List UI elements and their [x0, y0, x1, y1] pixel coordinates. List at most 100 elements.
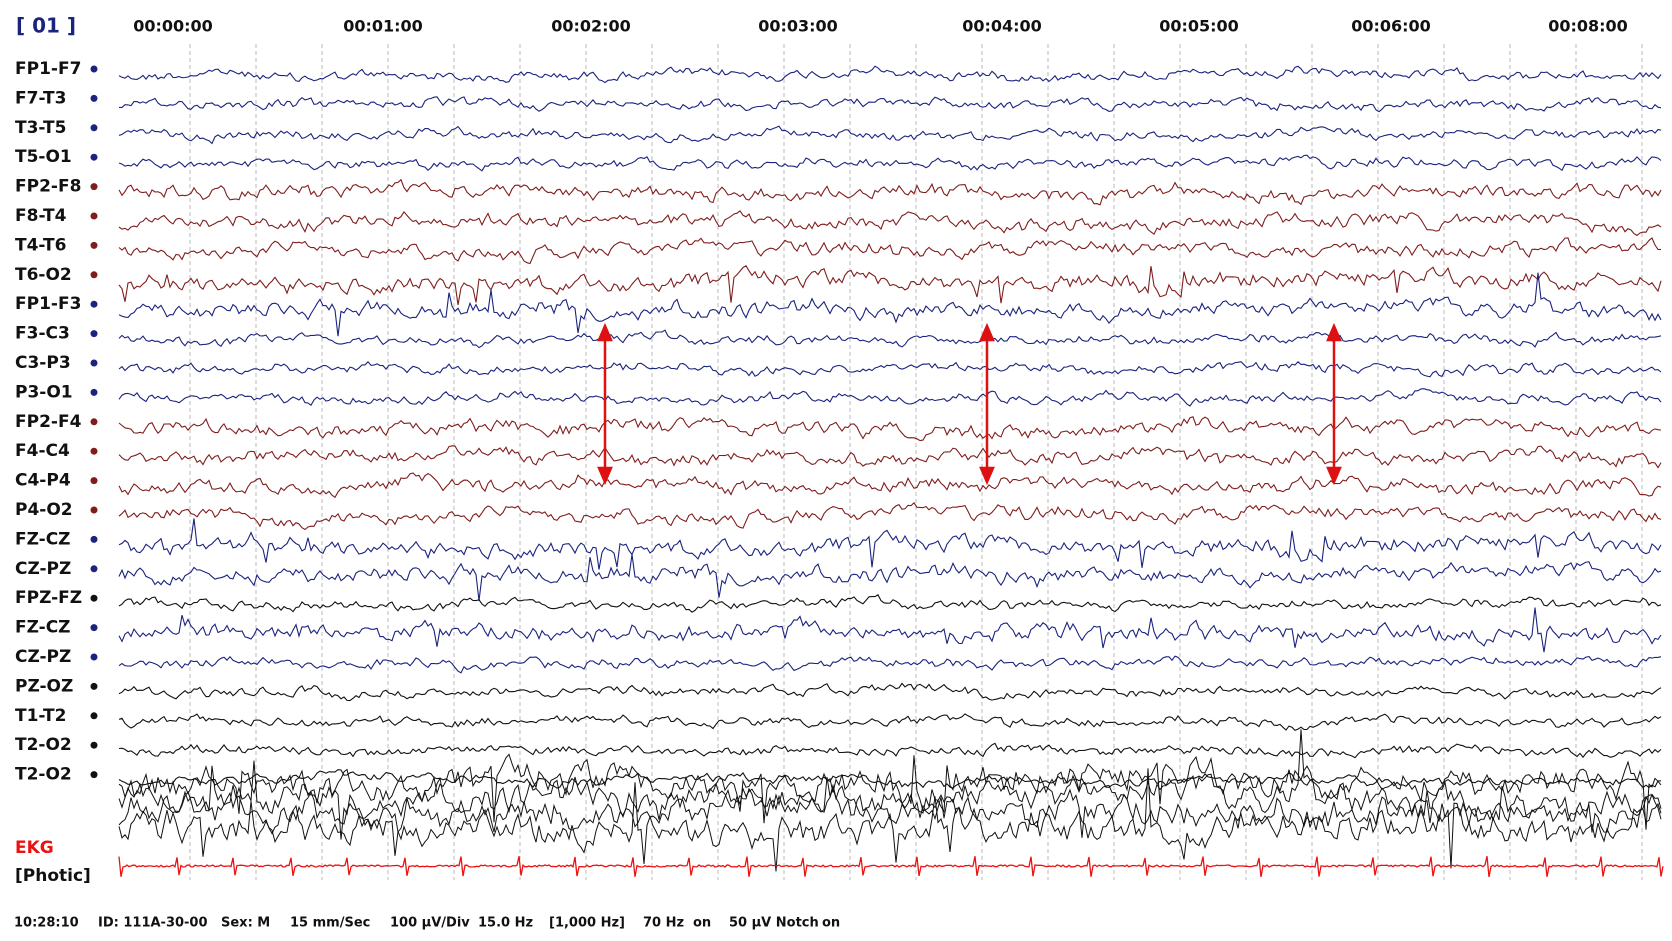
arrow-head [1326, 466, 1342, 486]
trace [118, 329, 1662, 349]
trace [118, 237, 1662, 265]
channel-label: CZ-PZ [15, 559, 71, 579]
channel-dot [90, 212, 98, 220]
trace [118, 210, 1662, 237]
channel-label: C3-P3 [15, 353, 71, 373]
trace [118, 554, 1662, 601]
channel-label: C4-P4 [15, 471, 71, 491]
channel-dot [90, 535, 98, 543]
trace [118, 742, 1662, 759]
footer-field: 50 µV Notch [729, 916, 819, 931]
trace [118, 360, 1662, 378]
footer-field: 70 Hz [643, 916, 684, 931]
trace [118, 388, 1662, 407]
trace [118, 769, 1662, 789]
channel-dot [90, 477, 98, 485]
channel-label: F7-T3 [15, 88, 66, 108]
ekg-label: EKG [15, 838, 54, 858]
footer-field: ID: 111A-30-00 [98, 916, 208, 931]
trace [119, 96, 1662, 113]
trace [118, 594, 1662, 613]
channel-label: P3-O1 [15, 382, 73, 402]
footer-field: on [822, 916, 840, 931]
trace [118, 729, 1662, 869]
channel-label: T2-O2 [15, 765, 72, 785]
time-label: 00:03:00 [758, 17, 838, 36]
channel-label: T1-T2 [15, 706, 66, 726]
channel-dot [90, 94, 98, 102]
footer-field: 15.0 Hz [478, 916, 533, 931]
footer-field: Sex: M [221, 916, 270, 931]
channel-dot [90, 624, 98, 632]
photic-label: [Photic] [15, 866, 91, 886]
trace [118, 265, 1662, 305]
channel-dot [90, 153, 98, 161]
channel-label: CZ-PZ [15, 647, 71, 667]
channel-dot [90, 682, 98, 690]
trace [118, 655, 1662, 674]
channel-dot [90, 565, 98, 573]
trace [118, 178, 1662, 206]
channel-label: FP2-F4 [15, 412, 82, 432]
time-label: 00:02:00 [551, 17, 631, 36]
channel-dot [90, 241, 98, 249]
trace [118, 445, 1662, 469]
trace [118, 472, 1662, 499]
channel-label: T4-T6 [15, 235, 66, 255]
trace [118, 607, 1662, 653]
channel-dot [90, 330, 98, 338]
channel-dot [90, 741, 98, 749]
channel-dot [90, 271, 98, 279]
channel-label: T6-O2 [15, 265, 72, 285]
channel-dot [90, 183, 98, 191]
channel-dot [90, 506, 98, 514]
arrow-head [597, 322, 613, 342]
channel-dot [90, 124, 98, 132]
footer-field: 100 µV/Div [390, 916, 470, 931]
channel-dot [90, 447, 98, 455]
trace [118, 125, 1662, 145]
channel-dot [90, 65, 98, 73]
channel-label: T3-T5 [15, 118, 66, 138]
page-number: [ 01 ] [16, 14, 76, 38]
channel-dot [90, 418, 98, 426]
channel-label: F4-C4 [15, 441, 70, 461]
time-label: 00:00:00 [133, 17, 213, 36]
time-label: 00:06:00 [1351, 17, 1431, 36]
time-label: 00:08:00 [1548, 17, 1628, 36]
channel-label: P4-O2 [15, 500, 73, 520]
trace [118, 502, 1662, 531]
channel-dot [90, 594, 98, 602]
channel-dot [90, 653, 98, 661]
trace [118, 777, 1662, 838]
footer-field: on [693, 916, 711, 931]
arrow-head [979, 466, 995, 486]
channel-label: FZ-CZ [15, 618, 71, 638]
arrow-head [1326, 322, 1342, 342]
channel-label: F3-C3 [15, 324, 70, 344]
channel-label: T5-O1 [15, 147, 72, 167]
channel-label: F8-T4 [15, 206, 67, 226]
ekg-trace [118, 856, 1664, 878]
trace [118, 154, 1662, 172]
time-label: 00:01:00 [343, 17, 423, 36]
channel-label: FPZ-FZ [15, 588, 82, 608]
arrows [597, 322, 1342, 486]
footer-field: 15 mm/Sec [290, 916, 370, 931]
channel-dot [90, 388, 98, 396]
channel-dot [90, 712, 98, 720]
channel-dot [90, 359, 98, 367]
trace [118, 272, 1662, 337]
channel-label: FZ-CZ [15, 529, 71, 549]
channel-dot [90, 300, 98, 308]
footer-field: [1,000 Hz] [549, 916, 625, 931]
arrow-head [597, 466, 613, 486]
time-label: 00:05:00 [1159, 17, 1239, 36]
trace [118, 682, 1662, 702]
channel-dot [90, 771, 98, 779]
trace [118, 713, 1662, 732]
channel-label: PZ-OZ [15, 676, 73, 696]
channel-label: T2-O2 [15, 735, 72, 755]
